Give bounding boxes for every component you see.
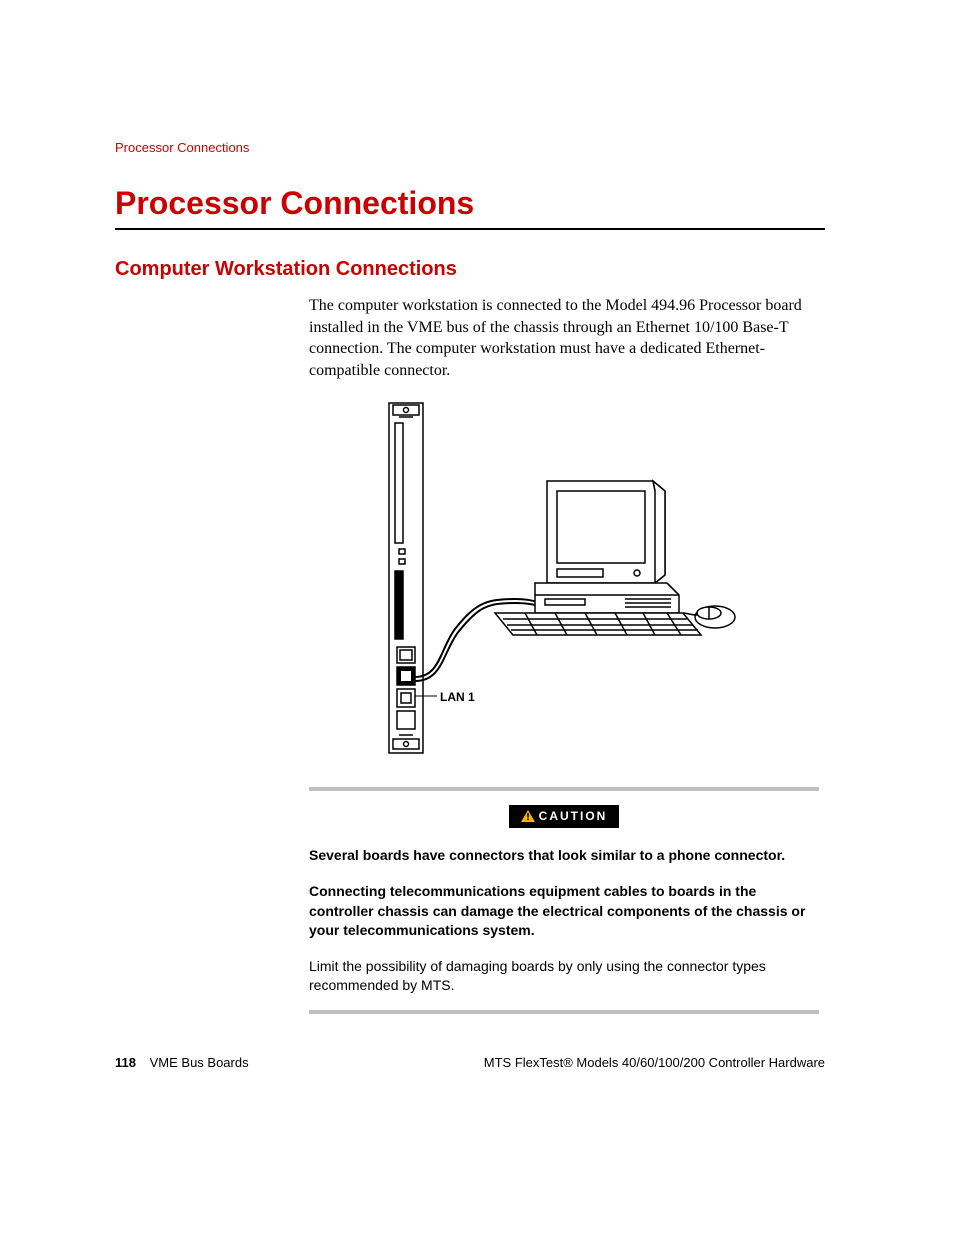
diagram-svg <box>385 399 765 769</box>
page-footer: 118 VME Bus Boards MTS FlexTest® Models … <box>115 1055 825 1070</box>
caution-rule-bottom <box>309 1010 819 1014</box>
footer-doc-title: MTS FlexTest® Models 40/60/100/200 Contr… <box>484 1055 825 1070</box>
footer-section: VME Bus Boards <box>150 1055 249 1070</box>
lan1-label: LAN 1 <box>440 690 475 704</box>
heading-rule <box>115 228 825 230</box>
footer-left: 118 VME Bus Boards <box>115 1055 249 1070</box>
warning-triangle-icon <box>521 810 535 825</box>
running-header: Processor Connections <box>115 140 825 155</box>
sub-heading: Computer Workstation Connections <box>115 258 825 281</box>
caution-para-1: Several boards have connectors that look… <box>309 846 819 866</box>
caution-rule-top <box>309 787 819 791</box>
page-number: 118 <box>115 1055 136 1070</box>
caution-para-2: Connecting telecommunications equipment … <box>309 882 819 941</box>
caution-para-3: Limit the possibility of damaging boards… <box>309 957 819 996</box>
connection-diagram: LAN 1 <box>385 399 765 769</box>
caution-badge: CAUTION <box>509 805 619 828</box>
body-paragraph: The computer workstation is connected to… <box>309 295 809 381</box>
caution-badge-label: CAUTION <box>539 809 608 823</box>
caution-block: CAUTION Several boards have connectors t… <box>309 787 819 1014</box>
main-heading: Processor Connections <box>115 185 825 222</box>
